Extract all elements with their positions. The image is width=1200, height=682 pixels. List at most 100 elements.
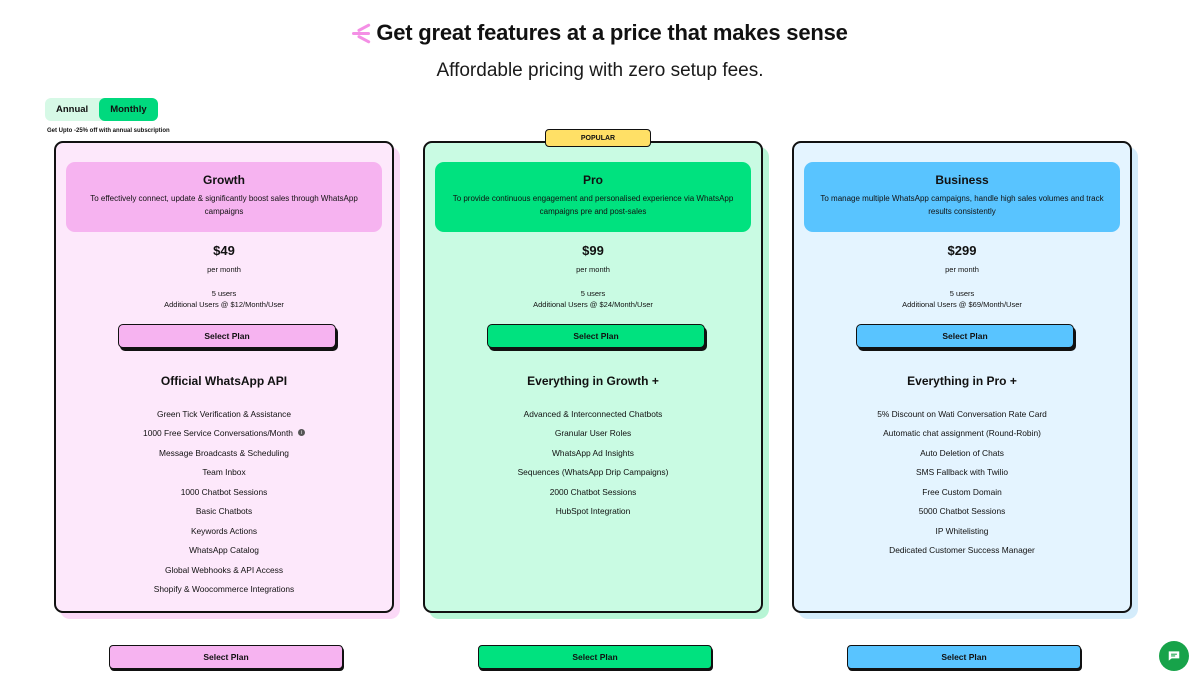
- feature-item: 5000 Chatbot Sessions: [794, 505, 1130, 524]
- plan-additional-users: Additional Users @ $12/Month/User: [164, 300, 284, 309]
- popular-badge: POPULAR: [545, 129, 651, 147]
- feature-item: HubSpot Integration: [425, 505, 761, 524]
- feature-label: SMS Fallback with Twilio: [916, 467, 1008, 478]
- feature-list: Advanced & Interconnected Chatbots Granul…: [425, 408, 761, 525]
- feature-label: Shopify & Woocommerce Integrations: [153, 583, 295, 594]
- plan-card-business: Business To manage multiple WhatsApp cam…: [792, 141, 1138, 619]
- feature-label: Keywords Actions: [190, 525, 258, 536]
- plan-description: To provide continuous engagement and per…: [452, 194, 734, 216]
- bottom-select-plan-button-pro[interactable]: Select Plan: [478, 645, 712, 669]
- select-plan-wrapper: Select Plan: [487, 324, 707, 351]
- feature-item: 1000 Free Service Conversations/Month i: [56, 427, 392, 446]
- feature-label: Global Webhooks & API Access: [164, 564, 284, 575]
- feature-label: HubSpot Integration: [555, 506, 631, 517]
- chat-bubble-icon: [1168, 651, 1180, 661]
- plan-users: 5 users Additional Users @ $24/Month/Use…: [425, 288, 761, 310]
- plan-period: per month: [945, 265, 979, 274]
- plan-card-growth: Growth To effectively connect, update & …: [54, 141, 400, 619]
- plan-additional-users: Additional Users @ $69/Month/User: [902, 300, 1022, 309]
- plan-header: Growth To effectively connect, update & …: [66, 162, 382, 232]
- feature-item: WhatsApp Ad Insights: [425, 447, 761, 466]
- feature-item: Shopify & Woocommerce Integrations: [56, 583, 392, 602]
- feature-item: 2000 Chatbot Sessions: [425, 486, 761, 505]
- feature-label: 1000 Chatbot Sessions: [180, 486, 268, 497]
- feature-label: 2000 Chatbot Sessions: [549, 486, 637, 497]
- plan-name: Growth: [203, 173, 245, 187]
- bottom-select-wrapper: Select Plan: [847, 645, 1083, 671]
- toggle-annual-button[interactable]: Annual: [56, 104, 89, 115]
- feature-item: Auto Deletion of Chats: [794, 447, 1130, 466]
- hero-section: Get great features at a price that makes…: [0, 18, 1200, 82]
- feature-label: Sequences (WhatsApp Drip Campaigns): [517, 467, 669, 478]
- page-subtitle: Affordable pricing with zero setup fees.: [436, 60, 764, 81]
- plan-period: per month: [207, 265, 241, 274]
- select-plan-button-business[interactable]: Select Plan: [856, 324, 1074, 348]
- feature-label: 1000 Free Service Conversations/Month: [143, 428, 293, 439]
- feature-item: Global Webhooks & API Access: [56, 564, 392, 583]
- plan-additional-users: Additional Users @ $24/Month/User: [533, 300, 653, 309]
- plan-price: $299: [947, 243, 977, 258]
- feature-item: Granular User Roles: [425, 427, 761, 446]
- feature-item: Free Custom Domain: [794, 486, 1130, 505]
- bottom-select-plan-button-business[interactable]: Select Plan: [847, 645, 1081, 669]
- feature-label: Dedicated Customer Success Manager: [889, 545, 1035, 556]
- billing-toggle: Annual Monthly: [45, 98, 158, 121]
- feature-label: WhatsApp Ad Insights: [552, 447, 634, 458]
- feature-label: Message Broadcasts & Scheduling: [159, 447, 289, 458]
- bottom-select-wrapper: Select Plan: [478, 645, 714, 671]
- toggle-monthly-button[interactable]: Monthly: [99, 98, 158, 121]
- feature-label: Team Inbox: [202, 467, 246, 478]
- plan-users: 5 users Additional Users @ $69/Month/Use…: [794, 288, 1130, 310]
- feature-item: Basic Chatbots: [56, 505, 392, 524]
- plan-period: per month: [576, 265, 610, 274]
- plan-description: To effectively connect, update & signifi…: [90, 194, 358, 216]
- plan-name: Pro: [582, 173, 603, 187]
- plan-users: 5 users Additional Users @ $12/Month/Use…: [56, 288, 392, 310]
- bottom-select-plan-button-growth[interactable]: Select Plan: [109, 645, 343, 669]
- chat-widget-button[interactable]: [1159, 641, 1189, 671]
- plan-card-body: Business To manage multiple WhatsApp cam…: [792, 141, 1132, 613]
- plan-card-pro: Pro To provide continuous engagement and…: [423, 141, 769, 619]
- plan-card-body: Growth To effectively connect, update & …: [54, 141, 394, 613]
- hero-title-row: Get great features at a price that makes…: [352, 18, 848, 48]
- select-plan-button-pro[interactable]: Select Plan: [487, 324, 705, 348]
- feature-item: Advanced & Interconnected Chatbots: [425, 408, 761, 427]
- plan-card-body: Pro To provide continuous engagement and…: [423, 141, 763, 613]
- feature-item: Dedicated Customer Success Manager: [794, 544, 1130, 563]
- plan-user-count: 5 users: [211, 289, 237, 298]
- plan-header: Business To manage multiple WhatsApp cam…: [804, 162, 1120, 232]
- feature-item: 1000 Chatbot Sessions: [56, 486, 392, 505]
- feature-label: 5000 Chatbot Sessions: [918, 506, 1006, 517]
- feature-item: Green Tick Verification & Assistance: [56, 408, 392, 427]
- feature-item: Team Inbox: [56, 466, 392, 485]
- feature-label: Auto Deletion of Chats: [920, 447, 1004, 458]
- feature-item: WhatsApp Catalog: [56, 544, 392, 563]
- select-plan-wrapper: Select Plan: [856, 324, 1076, 351]
- feature-label: Advanced & Interconnected Chatbots: [523, 409, 663, 419]
- feature-list: 5% Discount on Wati Conversation Rate Ca…: [794, 408, 1130, 564]
- features-title: Everything in Pro +: [907, 374, 1017, 388]
- feature-label: Granular User Roles: [554, 428, 632, 439]
- features-title: Everything in Growth +: [527, 374, 659, 388]
- info-icon[interactable]: i: [297, 429, 305, 437]
- feature-label: IP Whitelisting: [935, 525, 989, 536]
- feature-item: Sequences (WhatsApp Drip Campaigns): [425, 466, 761, 485]
- plan-description: To manage multiple WhatsApp campaigns, h…: [820, 194, 1104, 216]
- feature-item: SMS Fallback with Twilio: [794, 466, 1130, 485]
- feature-item: Automatic chat assignment (Round-Robin): [794, 427, 1130, 446]
- select-plan-button-growth[interactable]: Select Plan: [118, 324, 336, 348]
- feature-label: Green Tick Verification & Assistance: [156, 409, 292, 419]
- sparkle-icon: [352, 18, 372, 48]
- feature-item: Keywords Actions: [56, 525, 392, 544]
- feature-label: Free Custom Domain: [922, 486, 1002, 497]
- annual-discount-note: Get Upto -25% off with annual subscripti…: [47, 128, 170, 134]
- plan-name: Business: [935, 173, 989, 187]
- plan-header: Pro To provide continuous engagement and…: [435, 162, 751, 232]
- select-plan-wrapper: Select Plan: [118, 324, 338, 351]
- feature-label: Automatic chat assignment (Round-Robin): [883, 428, 1041, 439]
- plan-price: $49: [213, 243, 235, 258]
- bottom-select-wrapper: Select Plan: [109, 645, 345, 671]
- feature-item: Message Broadcasts & Scheduling: [56, 447, 392, 466]
- plan-price: $99: [582, 243, 604, 258]
- feature-item: 5% Discount on Wati Conversation Rate Ca…: [794, 408, 1130, 427]
